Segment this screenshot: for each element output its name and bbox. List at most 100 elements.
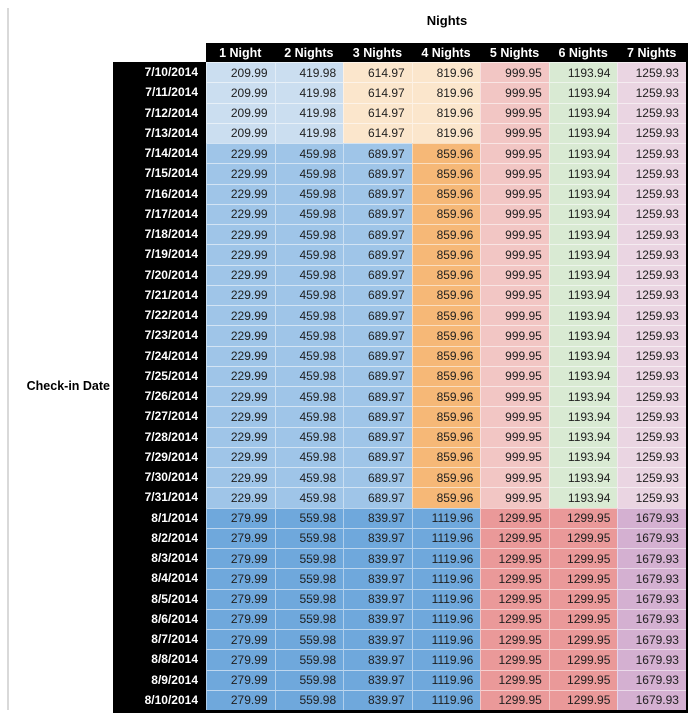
price-cell: 689.97 — [343, 487, 412, 508]
price-cell: 559.98 — [274, 629, 344, 650]
price-cell: 1193.94 — [548, 143, 618, 164]
price-cell: 1259.93 — [617, 284, 686, 305]
price-cell: 859.96 — [411, 467, 481, 488]
row-date-label: 7/13/2014 — [113, 122, 206, 143]
row-date-label: 7/21/2014 — [113, 284, 206, 305]
price-cell: 999.95 — [480, 264, 549, 285]
row-date-label: 8/1/2014 — [113, 507, 206, 528]
price-cell: 1119.96 — [411, 507, 481, 528]
row-date-label: 7/24/2014 — [113, 345, 206, 366]
price-cell: 999.95 — [480, 305, 549, 326]
price-cell: 459.98 — [274, 143, 344, 164]
price-cell: 999.95 — [480, 365, 549, 386]
price-cell: 1259.93 — [617, 62, 686, 83]
price-cell: 1259.93 — [617, 183, 686, 204]
price-cell: 1193.94 — [548, 446, 618, 467]
price-cell: 1259.93 — [617, 305, 686, 326]
price-cell: 689.97 — [343, 325, 412, 346]
price-cell: 1679.93 — [617, 649, 686, 670]
price-cell: 559.98 — [274, 568, 344, 589]
price-cell: 229.99 — [206, 203, 275, 224]
price-cell: 689.97 — [343, 203, 412, 224]
price-cell: 1679.93 — [617, 548, 686, 569]
price-cell: 999.95 — [480, 244, 549, 265]
price-cell: 859.96 — [411, 406, 481, 427]
price-cell: 859.96 — [411, 203, 481, 224]
price-cell: 229.99 — [206, 386, 275, 407]
price-cell: 279.99 — [206, 629, 275, 650]
price-cell: 1119.96 — [411, 689, 481, 710]
price-cell: 1299.95 — [548, 507, 618, 528]
price-cell: 1193.94 — [548, 183, 618, 204]
price-cell: 839.97 — [343, 608, 412, 629]
price-cell: 999.95 — [480, 102, 549, 123]
price-cell: 819.96 — [411, 62, 481, 83]
price-cell: 1679.93 — [617, 608, 686, 629]
price-cell: 1193.94 — [548, 122, 618, 143]
column-header: 1 Night — [206, 43, 275, 62]
price-cell: 859.96 — [411, 386, 481, 407]
price-cell: 689.97 — [343, 163, 412, 184]
price-cell: 559.98 — [274, 507, 344, 528]
price-cell: 1259.93 — [617, 143, 686, 164]
price-cell: 209.99 — [206, 62, 275, 83]
price-cell: 279.99 — [206, 689, 275, 710]
price-cell: 209.99 — [206, 102, 275, 123]
price-cell: 859.96 — [411, 163, 481, 184]
price-cell: 999.95 — [480, 345, 549, 366]
price-cell: 859.96 — [411, 365, 481, 386]
price-cell: 1259.93 — [617, 102, 686, 123]
price-cell: 614.97 — [343, 102, 412, 123]
price-cell: 459.98 — [274, 163, 344, 184]
price-cell: 1299.95 — [548, 649, 618, 670]
price-cell: 559.98 — [274, 689, 344, 710]
price-cell: 279.99 — [206, 548, 275, 569]
price-cell: 859.96 — [411, 325, 481, 346]
price-cell: 1259.93 — [617, 406, 686, 427]
price-cell: 999.95 — [480, 82, 549, 103]
price-cell: 1299.95 — [480, 507, 549, 528]
price-cell: 1259.93 — [617, 426, 686, 447]
price-cell: 999.95 — [480, 446, 549, 467]
price-cell: 1259.93 — [617, 345, 686, 366]
row-date-label: 8/4/2014 — [113, 568, 206, 589]
price-cell: 229.99 — [206, 487, 275, 508]
price-cell: 1299.95 — [548, 548, 618, 569]
price-cell: 1299.95 — [548, 568, 618, 589]
price-cell: 999.95 — [480, 224, 549, 245]
price-cell: 1259.93 — [617, 325, 686, 346]
price-cell: 229.99 — [206, 264, 275, 285]
column-header: 4 Nights — [411, 43, 481, 62]
price-cell: 1119.96 — [411, 527, 481, 548]
price-cell: 1679.93 — [617, 527, 686, 548]
price-cell: 559.98 — [274, 669, 344, 690]
price-cell: 419.98 — [274, 102, 344, 123]
price-cell: 1679.93 — [617, 507, 686, 528]
price-cell: 1259.93 — [617, 446, 686, 467]
price-cell: 614.97 — [343, 82, 412, 103]
price-cell: 689.97 — [343, 183, 412, 204]
row-date-label: 7/31/2014 — [113, 487, 206, 508]
row-date-label: 8/5/2014 — [113, 588, 206, 609]
price-cell: 689.97 — [343, 467, 412, 488]
price-cell: 839.97 — [343, 548, 412, 569]
column-header: 3 Nights — [343, 43, 412, 62]
price-cell: 229.99 — [206, 143, 275, 164]
price-cell: 689.97 — [343, 426, 412, 447]
price-cell: 1299.95 — [480, 548, 549, 569]
price-cell: 819.96 — [411, 102, 481, 123]
price-cell: 1299.95 — [548, 588, 618, 609]
price-cell: 559.98 — [274, 608, 344, 629]
price-cell: 559.98 — [274, 527, 344, 548]
price-cell: 999.95 — [480, 386, 549, 407]
price-cell: 859.96 — [411, 446, 481, 467]
price-cell: 859.96 — [411, 183, 481, 204]
price-cell: 1679.93 — [617, 568, 686, 589]
price-cell: 229.99 — [206, 163, 275, 184]
price-cell: 999.95 — [480, 406, 549, 427]
price-cell: 1299.95 — [480, 689, 549, 710]
row-date-label: 7/11/2014 — [113, 82, 206, 103]
price-cell: 1193.94 — [548, 426, 618, 447]
price-cell: 1193.94 — [548, 163, 618, 184]
price-cell: 1193.94 — [548, 487, 618, 508]
